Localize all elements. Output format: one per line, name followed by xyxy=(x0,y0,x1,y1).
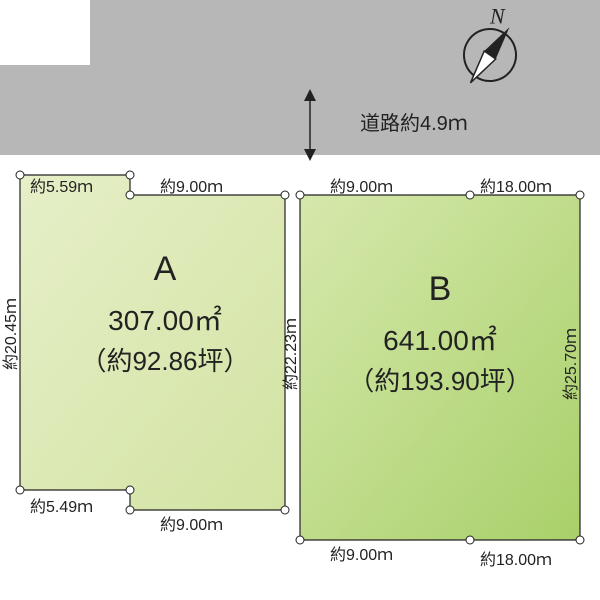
lot-a-label: A xyxy=(154,250,177,288)
vertex-marker xyxy=(296,191,304,199)
svg-text:N: N xyxy=(489,4,506,29)
dimension-label: 約18.00ｍ xyxy=(480,551,552,569)
dimension-label: 約9.00ｍ xyxy=(160,516,223,534)
lot-diagram: 道路約4.9ｍ N A 307.00㎡ （約92.86坪） B 641.00㎡ … xyxy=(0,0,600,600)
vertex-marker xyxy=(126,486,134,494)
vertex-marker xyxy=(126,191,134,199)
dimension-label: 約9.00ｍ xyxy=(330,178,393,196)
dimension-label: 約22.23ｍ xyxy=(282,318,300,390)
dimension-label: 約9.00ｍ xyxy=(160,178,223,196)
lot-a-tsubo: （約92.86坪） xyxy=(80,346,249,376)
lot-b-area: 641.00㎡ xyxy=(383,325,497,356)
dimension-label: 約9.00ｍ xyxy=(330,546,393,564)
vertex-marker xyxy=(296,536,304,544)
road-width-label: 道路約4.9ｍ xyxy=(360,112,468,135)
vertex-marker xyxy=(126,171,134,179)
dimension-label: 約20.45ｍ xyxy=(2,298,20,370)
vertex-marker xyxy=(16,486,24,494)
dimension-label: 約5.59ｍ xyxy=(30,178,93,196)
vertex-marker xyxy=(16,171,24,179)
lot-b-label: B xyxy=(429,270,452,308)
vertex-marker xyxy=(466,191,474,199)
lot-a xyxy=(20,175,285,510)
dimension-label: 約18.00ｍ xyxy=(480,178,552,196)
vertex-marker xyxy=(576,536,584,544)
dimension-label: 約5.49ｍ xyxy=(30,498,93,516)
vertex-marker xyxy=(281,506,289,514)
vertex-marker xyxy=(281,191,289,199)
lot-b-tsubo: （約193.90坪） xyxy=(348,366,532,396)
lot-a-area: 307.00㎡ xyxy=(108,305,222,336)
road-area xyxy=(0,0,600,155)
vertex-marker xyxy=(576,191,584,199)
vertex-marker xyxy=(126,506,134,514)
vertex-marker xyxy=(466,536,474,544)
dimension-label: 約25.70ｍ xyxy=(562,328,580,400)
